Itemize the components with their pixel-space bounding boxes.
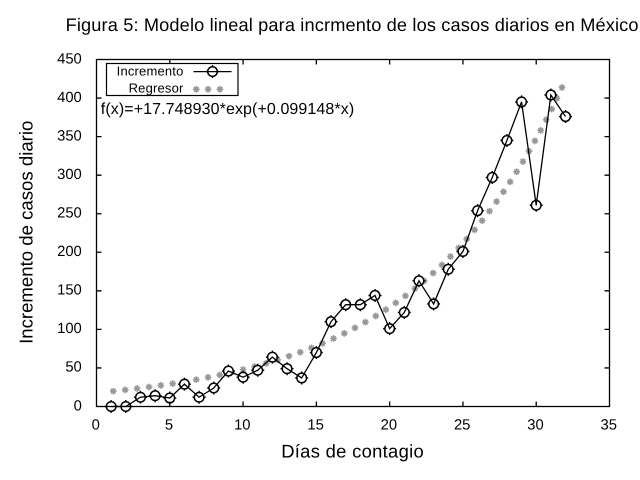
svg-text:10: 10	[234, 417, 250, 433]
svg-text:Días de contagio: Días de contagio	[281, 441, 424, 462]
svg-text:150: 150	[57, 283, 82, 299]
svg-text:Regresor: Regresor	[129, 81, 184, 96]
svg-text:100: 100	[57, 321, 82, 337]
svg-text:30: 30	[527, 417, 543, 433]
svg-text:5: 5	[165, 417, 173, 433]
svg-text:400: 400	[57, 90, 82, 106]
svg-text:Figura 5: Modelo lineal para i: Figura 5: Modelo lineal para incrmento d…	[66, 15, 639, 35]
svg-text:35: 35	[601, 417, 617, 433]
svg-text:20: 20	[381, 417, 397, 433]
svg-text:Incremento de casos diario: Incremento de casos diario	[15, 121, 36, 344]
svg-text:200: 200	[57, 244, 82, 260]
svg-text:0: 0	[92, 417, 100, 433]
svg-text:50: 50	[65, 360, 81, 376]
svg-text:25: 25	[454, 417, 470, 433]
svg-text:f(x)=+17.748930*exp(+0.099148*: f(x)=+17.748930*exp(+0.099148*x)	[101, 101, 354, 118]
svg-text:450: 450	[57, 51, 82, 67]
svg-text:350: 350	[57, 128, 82, 144]
svg-text:0: 0	[74, 398, 82, 414]
svg-text:15: 15	[307, 417, 323, 433]
svg-text:250: 250	[57, 206, 82, 222]
svg-text:Incremento: Incremento	[117, 64, 184, 79]
svg-text:300: 300	[57, 167, 82, 183]
